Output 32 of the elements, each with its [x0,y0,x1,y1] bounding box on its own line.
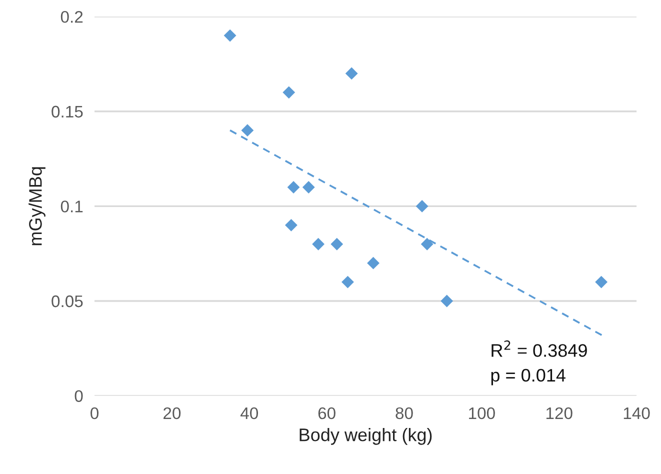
point [595,276,608,288]
x-tick-label: 40 [240,407,258,420]
x-tick-label: 140 [624,407,650,420]
x-tick-label: 120 [546,407,572,420]
x-tick-label: 80 [396,407,413,420]
point [287,181,300,194]
x-axis-title: Body weight (kg) [300,428,432,445]
point [342,276,354,288]
point [241,124,254,137]
x-tick-label: 0 [90,407,99,420]
annotation: R$^{2}$ = 0.3849 [492,340,587,357]
point [282,86,296,99]
y-axis-title: mGy/MBq [28,167,46,246]
point [440,294,454,308]
x-tick-label: 100 [469,407,495,420]
point [416,200,428,212]
y-tick-label: 0 [74,390,83,402]
point [367,256,380,270]
point [420,238,434,250]
annotation: p = 0.014 [491,368,566,386]
point [345,67,358,80]
x-tick-label: 20 [164,407,181,420]
point [302,181,315,194]
y-tick-label: 0.2 [60,10,83,23]
y-tick-label: 0.15 [52,106,83,118]
point [224,29,236,42]
y-tick-label: 0.05 [52,295,83,308]
y-tick-label: 0.1 [60,200,83,212]
point [284,218,298,232]
point [312,238,325,250]
point [330,238,344,250]
x-tick-label: 60 [318,407,336,420]
